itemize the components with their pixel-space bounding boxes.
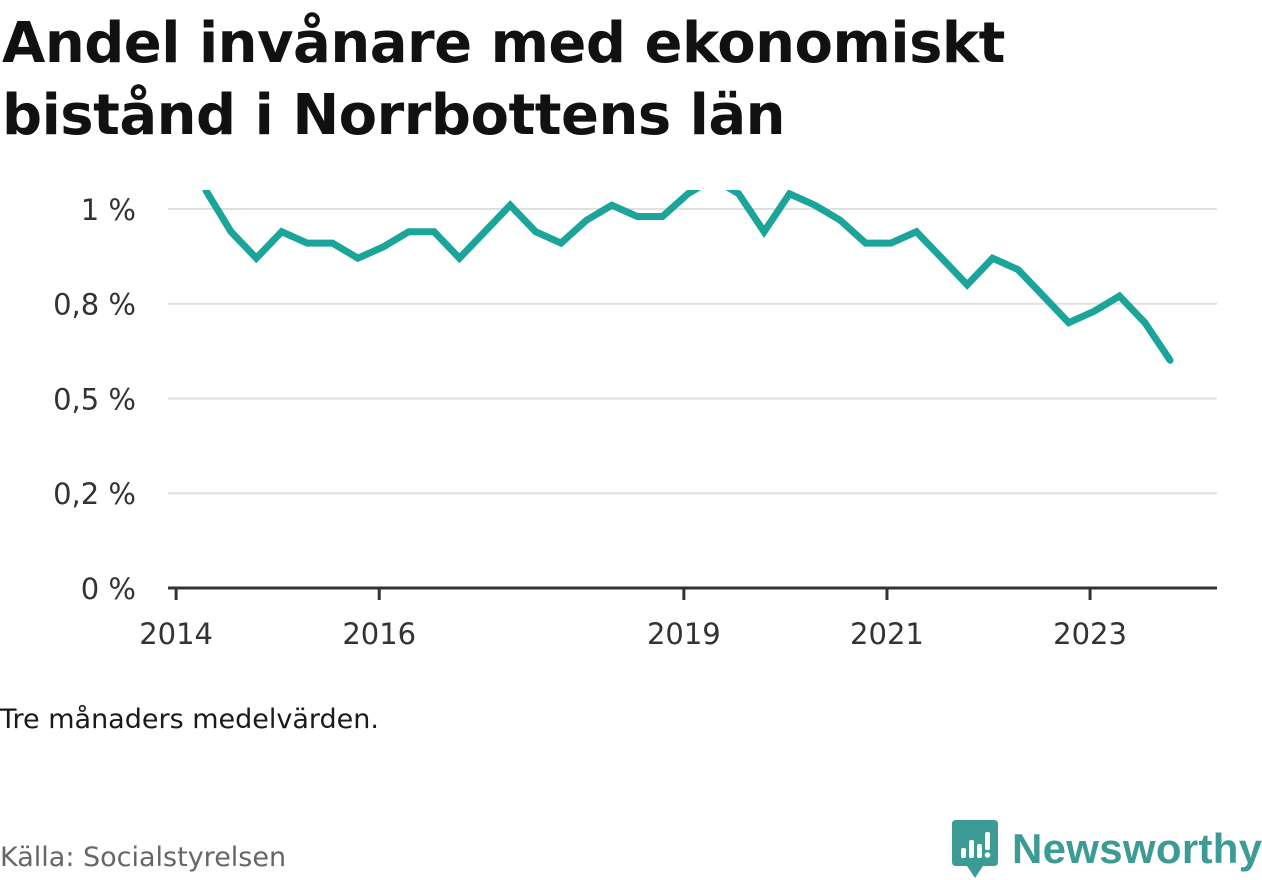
data-point xyxy=(507,201,514,209)
y-tick-label: 0,8 % xyxy=(53,288,136,322)
data-point xyxy=(989,255,996,262)
data-point xyxy=(862,239,869,247)
data-point xyxy=(1065,319,1072,326)
data-points xyxy=(202,190,1174,364)
data-point xyxy=(684,190,692,197)
data-point xyxy=(329,239,336,247)
data-point xyxy=(1090,308,1098,315)
newsworthy-logo-icon xyxy=(952,820,998,878)
data-point xyxy=(456,255,463,262)
data-point xyxy=(887,239,895,247)
data-point xyxy=(354,255,362,262)
grid-lines xyxy=(168,207,1217,495)
y-tick-label: 0 % xyxy=(81,572,136,606)
data-point xyxy=(583,217,590,224)
data-point xyxy=(811,201,819,209)
data-point xyxy=(1167,357,1174,364)
data-point xyxy=(633,213,641,220)
x-axis-ticks xyxy=(174,588,1092,600)
source-text: Källa: Socialstyrelsen xyxy=(0,842,287,873)
y-tick-label: 0,2 % xyxy=(53,477,136,511)
data-point xyxy=(786,190,793,197)
data-point xyxy=(253,255,260,262)
data-point xyxy=(963,281,971,288)
data-point xyxy=(1141,319,1149,326)
data-point xyxy=(405,228,412,235)
data-point xyxy=(303,239,311,247)
x-tick-label: 2014 xyxy=(139,617,213,651)
data-point xyxy=(913,228,920,235)
x-tick-label: 2016 xyxy=(342,617,416,651)
data-point xyxy=(938,255,946,262)
series-line xyxy=(202,190,1174,363)
x-tick-label: 2019 xyxy=(647,617,721,651)
x-axis-labels: 2014 2016 2019 2021 2023 xyxy=(139,617,1127,651)
data-point xyxy=(430,228,438,235)
y-tick-label: 0,5 % xyxy=(53,382,136,416)
data-point xyxy=(227,228,235,235)
data-point xyxy=(1014,266,1022,273)
data-point xyxy=(278,228,285,235)
x-tick-label: 2023 xyxy=(1053,617,1127,651)
data-point xyxy=(1116,292,1123,300)
y-tick-label: 1 % xyxy=(81,193,136,227)
chart-title: Andel invånare med ekonomiskt bistånd i … xyxy=(2,11,1005,148)
data-point xyxy=(735,190,742,197)
data-point xyxy=(1040,292,1047,300)
brand-logo[interactable]: Newsworthy xyxy=(950,818,1262,880)
x-tick-label: 2021 xyxy=(850,617,924,651)
data-point xyxy=(481,228,489,235)
data-point xyxy=(659,213,666,220)
data-point xyxy=(532,228,539,235)
data-point xyxy=(380,243,387,251)
brand-name: Newsworthy xyxy=(1012,825,1262,872)
line-chart: 0 %0,2 %0,5 %0,8 %1 % 2014 2016 2019 2021 20… xyxy=(53,190,1217,651)
y-axis-labels: 0 % 0,2 % 0,5 % 0,8 % 1 % xyxy=(53,193,136,606)
data-point xyxy=(608,201,615,209)
data-point xyxy=(557,239,565,247)
chart-note: Tre månaders medelvärden. xyxy=(0,704,379,735)
data-point xyxy=(837,217,844,224)
data-point xyxy=(760,228,768,235)
data-point xyxy=(202,190,209,194)
